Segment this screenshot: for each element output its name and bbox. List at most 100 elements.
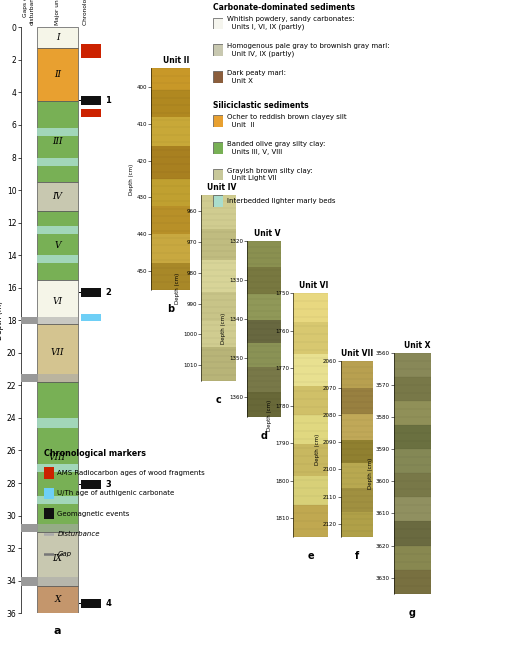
Bar xyxy=(37,523,78,532)
Text: Unit VI: Unit VI xyxy=(299,281,328,290)
Text: Dark peaty marl:
  Unit X: Dark peaty marl: Unit X xyxy=(227,70,286,83)
Text: c: c xyxy=(215,395,222,405)
Bar xyxy=(21,317,37,324)
Text: Siliciclastic sediments: Siliciclastic sediments xyxy=(213,101,308,110)
Bar xyxy=(151,117,190,146)
Bar xyxy=(247,392,281,417)
Bar xyxy=(341,488,373,512)
Bar xyxy=(37,49,78,101)
Bar xyxy=(247,343,281,367)
Text: e: e xyxy=(308,551,314,561)
Bar xyxy=(394,570,431,594)
Bar xyxy=(394,546,431,570)
Bar xyxy=(394,473,431,497)
Bar xyxy=(394,497,431,521)
Bar xyxy=(341,512,373,537)
Text: II: II xyxy=(54,70,61,79)
Text: Unit V: Unit V xyxy=(254,229,281,238)
Bar xyxy=(247,367,281,392)
Text: VIII: VIII xyxy=(49,452,66,462)
Bar xyxy=(37,128,78,137)
Bar xyxy=(37,27,78,49)
Bar xyxy=(37,158,78,165)
Text: III: III xyxy=(52,137,63,146)
Y-axis label: Depth (cm): Depth (cm) xyxy=(267,399,272,431)
Bar xyxy=(81,44,101,59)
Bar xyxy=(81,480,101,489)
Bar xyxy=(293,322,328,354)
Bar xyxy=(81,314,101,321)
Bar xyxy=(37,586,78,613)
Bar xyxy=(394,425,431,449)
Bar xyxy=(37,577,78,585)
Bar xyxy=(151,234,190,263)
Text: VII: VII xyxy=(51,348,64,357)
Text: Interbedded lighter marly beds: Interbedded lighter marly beds xyxy=(227,198,336,204)
Text: Ocher to reddish brown clayey silt
  Unit  II: Ocher to reddish brown clayey silt Unit … xyxy=(227,115,346,128)
Bar xyxy=(37,182,78,211)
Text: Gap: Gap xyxy=(57,551,72,557)
Text: Homogenous pale gray to brownish gray marl:
  Unit IV, IX (partly): Homogenous pale gray to brownish gray ma… xyxy=(227,43,389,57)
Bar xyxy=(37,464,78,471)
Text: a: a xyxy=(54,626,61,636)
Text: Chronological markers: Chronological markers xyxy=(44,449,146,458)
Text: Unit X: Unit X xyxy=(404,340,431,350)
Bar xyxy=(201,322,236,348)
Bar xyxy=(293,386,328,415)
Text: Unit II: Unit II xyxy=(164,56,190,65)
Text: Major units: Major units xyxy=(55,0,60,25)
Text: Unit IV: Unit IV xyxy=(207,183,236,192)
Text: IV: IV xyxy=(52,192,63,201)
Text: Chronological markers: Chronological markers xyxy=(83,0,88,25)
Text: V: V xyxy=(54,241,61,250)
Bar xyxy=(37,317,78,324)
Bar xyxy=(247,320,281,343)
Text: VI: VI xyxy=(52,297,63,306)
Y-axis label: Depth (cm): Depth (cm) xyxy=(315,434,320,465)
Text: Unit VII: Unit VII xyxy=(341,349,373,358)
Bar xyxy=(151,90,190,117)
Bar xyxy=(293,444,328,476)
Bar xyxy=(201,260,236,292)
Text: 4: 4 xyxy=(106,598,111,607)
Text: Banded olive gray silty clay:
  Units III, V, VIII: Banded olive gray silty clay: Units III,… xyxy=(227,141,325,154)
Bar xyxy=(37,226,78,234)
Bar xyxy=(151,263,190,290)
Text: 3: 3 xyxy=(106,480,111,489)
Bar xyxy=(394,353,431,377)
Bar xyxy=(81,598,101,607)
Text: AMS Radiocarbon ages of wood fragments: AMS Radiocarbon ages of wood fragments xyxy=(57,470,205,477)
Text: Geomagnetic events: Geomagnetic events xyxy=(57,510,130,517)
Bar xyxy=(293,354,328,385)
Bar xyxy=(341,387,373,414)
Bar xyxy=(201,229,236,260)
Bar xyxy=(37,100,78,182)
Bar xyxy=(37,280,78,324)
Bar xyxy=(37,532,78,585)
Bar xyxy=(394,377,431,401)
Text: 1: 1 xyxy=(106,96,111,105)
Bar xyxy=(341,464,373,488)
Text: d: d xyxy=(261,431,267,441)
Bar xyxy=(37,211,78,280)
Bar xyxy=(201,195,236,229)
Text: b: b xyxy=(167,304,174,314)
Text: I: I xyxy=(56,33,59,42)
Bar xyxy=(81,96,101,105)
Text: f: f xyxy=(355,551,359,561)
Text: IX: IX xyxy=(52,554,63,563)
Bar xyxy=(247,294,281,320)
Bar xyxy=(341,414,373,440)
Bar xyxy=(37,374,78,382)
Bar xyxy=(201,292,236,322)
Bar xyxy=(201,348,236,381)
Bar xyxy=(394,449,431,473)
Text: 2: 2 xyxy=(106,288,111,297)
Bar xyxy=(394,401,431,425)
Text: Whitish powdery, sandy carbonates:
  Units I, VI, IX (partly): Whitish powdery, sandy carbonates: Units… xyxy=(227,16,354,31)
Y-axis label: Depth (cm): Depth (cm) xyxy=(175,272,180,304)
Bar xyxy=(37,418,78,428)
Bar xyxy=(81,109,101,117)
Bar xyxy=(293,476,328,505)
Bar xyxy=(21,523,37,532)
